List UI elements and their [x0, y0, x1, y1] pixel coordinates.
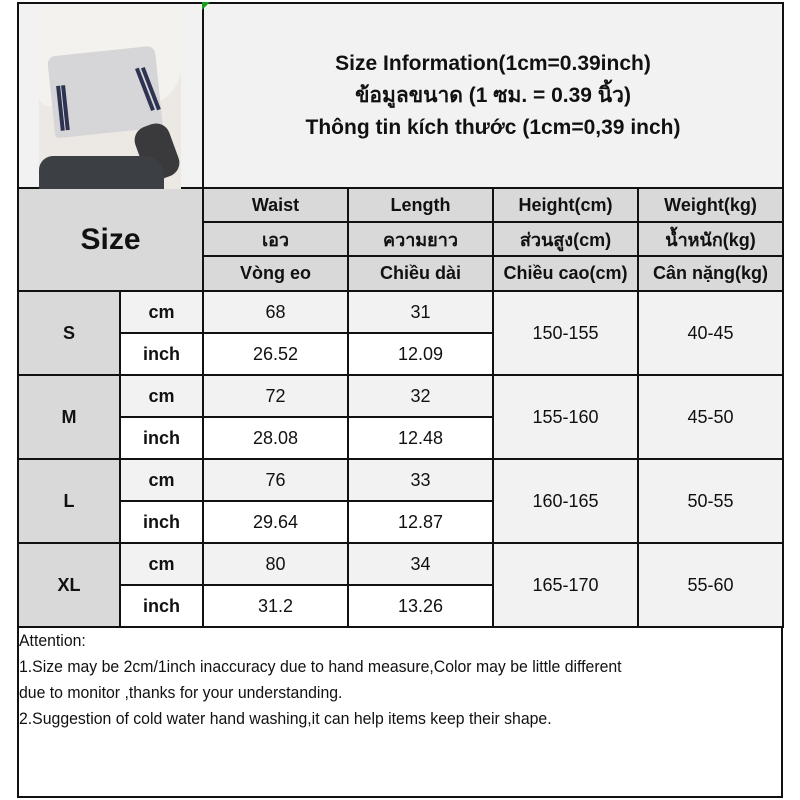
size-label: S: [17, 290, 121, 376]
product-photo-cell: [17, 2, 204, 189]
chart-title: Size Information(1cm=0.39inch) ข้อมูลขนา…: [201, 2, 785, 189]
unit-cm: cm: [119, 542, 204, 586]
height-range: 155-160: [492, 374, 639, 460]
unit-inch: inch: [119, 500, 204, 544]
size-header: Size: [17, 187, 204, 292]
col-height-th: ส่วนสูง(cm): [492, 221, 639, 257]
length-cm: 34: [347, 542, 494, 586]
length-inch: 12.09: [347, 332, 494, 376]
table-row: inch 26.52 12.09: [18, 332, 783, 376]
weight-range: 50-55: [636, 458, 785, 544]
col-length-en: Length: [347, 187, 494, 223]
attention-line: 2.Suggestion of cold water hand washing,…: [19, 709, 552, 728]
col-height-en: Height(cm): [492, 187, 639, 223]
waist-inch: 28.08: [202, 416, 349, 460]
title-vi: Thông tin kích thước (1cm=0,39 inch): [305, 115, 681, 139]
unit-inch: inch: [119, 332, 204, 376]
table-row: inch 28.08 12.48: [18, 416, 783, 460]
attention-notes: Attention: 1.Size may be 2cm/1inch inacc…: [19, 628, 726, 732]
col-waist-en: Waist: [202, 187, 349, 223]
weight-range: 55-60: [636, 542, 785, 628]
title-en: Size Information(1cm=0.39inch): [335, 51, 651, 75]
waist-cm: 80: [202, 542, 349, 586]
length-inch: 12.87: [347, 500, 494, 544]
product-photo: [39, 6, 181, 189]
unit-cm: cm: [119, 374, 204, 418]
col-weight-vi: Cân nặng(kg): [636, 255, 785, 292]
col-waist-vi: Vòng eo: [202, 255, 349, 292]
col-weight-th: น้ำหนัก(kg): [636, 221, 785, 257]
size-label: L: [17, 458, 121, 544]
col-waist-th: เอว: [202, 221, 349, 257]
attention-heading: Attention:: [19, 631, 86, 650]
length-cm: 31: [347, 290, 494, 334]
table-row: inch 29.64 12.87: [18, 500, 783, 544]
table-row: XL cm 80 34 165-170 55-60: [17, 542, 785, 628]
weight-range: 45-50: [636, 374, 785, 460]
attention-line: 1.Size may be 2cm/1inch inaccuracy due t…: [19, 657, 622, 676]
waist-cm: 72: [202, 374, 349, 418]
unit-inch: inch: [119, 416, 204, 460]
length-cm: 32: [347, 374, 494, 418]
height-range: 165-170: [492, 542, 639, 628]
unit-cm: cm: [119, 290, 204, 334]
unit-inch: inch: [119, 584, 204, 628]
size-label: XL: [17, 542, 121, 628]
size-label: M: [17, 374, 121, 460]
size-chart-table: Size Information(1cm=0.39inch) ข้อมูลขนา…: [17, 2, 785, 628]
attention-box: [17, 626, 783, 798]
col-length-vi: Chiều dài: [347, 255, 494, 292]
col-height-vi: Chiều cao(cm): [492, 255, 639, 292]
waist-cm: 68: [202, 290, 349, 334]
height-range: 160-165: [492, 458, 639, 544]
title-th: ข้อมูลขนาด (1 ซม. = 0.39 นิ้ว): [355, 83, 631, 107]
length-cm: 33: [347, 458, 494, 502]
waist-inch: 26.52: [202, 332, 349, 376]
height-range: 150-155: [492, 290, 639, 376]
corner-marker: [202, 2, 210, 10]
table-row: inch 31.2 13.26: [18, 584, 783, 628]
col-length-th: ความยาว: [347, 221, 494, 257]
length-inch: 13.26: [347, 584, 494, 628]
unit-cm: cm: [119, 458, 204, 502]
attention-line: due to monitor ,thanks for your understa…: [19, 683, 343, 702]
waist-inch: 31.2: [202, 584, 349, 628]
waist-inch: 29.64: [202, 500, 349, 544]
length-inch: 12.48: [347, 416, 494, 460]
weight-range: 40-45: [636, 290, 785, 376]
waist-cm: 76: [202, 458, 349, 502]
col-weight-en: Weight(kg): [636, 187, 785, 223]
